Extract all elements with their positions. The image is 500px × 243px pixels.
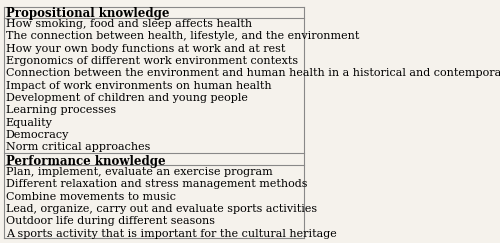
Text: How smoking, food and sleep affects health: How smoking, food and sleep affects heal… [6, 19, 252, 29]
Text: Outdoor life during different seasons: Outdoor life during different seasons [6, 216, 215, 226]
Text: Norm critical approaches: Norm critical approaches [6, 142, 150, 152]
Text: Propositional knowledge: Propositional knowledge [6, 8, 170, 20]
Text: Plan, implement, evaluate an exercise program: Plan, implement, evaluate an exercise pr… [6, 167, 272, 177]
Text: A sports activity that is important for the cultural heritage: A sports activity that is important for … [6, 228, 336, 239]
Text: Connection between the environment and human health in a historical and contempo: Connection between the environment and h… [6, 68, 500, 78]
Text: Democracy: Democracy [6, 130, 69, 140]
Text: Different relaxation and stress management methods: Different relaxation and stress manageme… [6, 179, 308, 189]
Text: Ergonomics of different work environment contexts: Ergonomics of different work environment… [6, 56, 298, 66]
Text: Learning processes: Learning processes [6, 105, 116, 115]
Text: Development of children and young people: Development of children and young people [6, 93, 248, 103]
Text: Performance knowledge: Performance knowledge [6, 155, 166, 168]
Text: Lead, organize, carry out and evaluate sports activities: Lead, organize, carry out and evaluate s… [6, 204, 317, 214]
Text: Impact of work environments on human health: Impact of work environments on human hea… [6, 81, 272, 91]
Text: How your own body functions at work and at rest: How your own body functions at work and … [6, 44, 285, 54]
Text: Equality: Equality [6, 118, 52, 128]
Text: Combine movements to music: Combine movements to music [6, 191, 176, 201]
Text: The connection between health, lifestyle, and the environment: The connection between health, lifestyle… [6, 31, 359, 41]
